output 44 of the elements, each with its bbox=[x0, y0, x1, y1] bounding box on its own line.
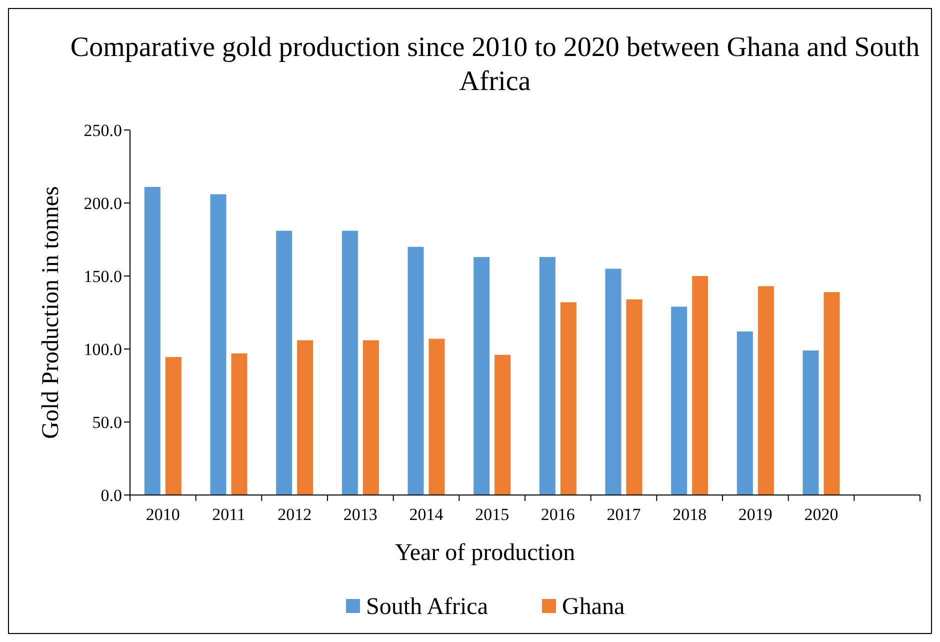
y-axis-title: Gold Production in tonnes bbox=[38, 186, 64, 439]
x-tick-label: 2018 bbox=[672, 505, 707, 524]
x-tick-label: 2012 bbox=[278, 505, 312, 524]
x-axis-title: Year of production bbox=[394, 540, 576, 566]
x-tick-label: 2017 bbox=[606, 505, 642, 524]
bar bbox=[605, 268, 622, 495]
y-tick-label: 0.0 bbox=[100, 486, 122, 505]
x-tick-label: 2010 bbox=[146, 505, 180, 524]
bar bbox=[692, 276, 708, 495]
bar bbox=[494, 354, 511, 495]
bar bbox=[165, 357, 182, 495]
bar bbox=[408, 246, 424, 495]
y-tick-label: 50.0 bbox=[92, 412, 122, 432]
bar bbox=[671, 306, 688, 495]
x-tick-label: 2015 bbox=[475, 505, 510, 524]
y-tick-label: 250.0 bbox=[84, 120, 122, 140]
bar bbox=[297, 340, 314, 495]
chart-title: Comparative gold production since 2010 to 2020 between Ghana and South Africa bbox=[70, 32, 920, 97]
y-tick-label: 100.0 bbox=[84, 340, 122, 359]
bar bbox=[736, 331, 753, 495]
y-tick-label: 200.0 bbox=[84, 194, 122, 213]
legend-label: Ghana bbox=[562, 594, 625, 620]
x-tick-label: 2014 bbox=[409, 505, 444, 524]
bar bbox=[626, 299, 642, 495]
bar bbox=[231, 353, 248, 495]
bar bbox=[474, 257, 490, 495]
bar bbox=[144, 186, 160, 495]
bar bbox=[342, 230, 358, 495]
bar bbox=[539, 257, 556, 495]
legend-label: South Africa bbox=[366, 594, 488, 620]
bar bbox=[560, 302, 576, 495]
bar bbox=[758, 286, 774, 495]
bar bbox=[802, 350, 819, 495]
y-tick-label: 150.0 bbox=[84, 266, 122, 286]
bar bbox=[210, 194, 226, 495]
x-tick-label: 2020 bbox=[804, 505, 838, 524]
x-tick-label: 2011 bbox=[212, 505, 246, 524]
bar bbox=[362, 340, 379, 495]
bar bbox=[824, 292, 840, 495]
bar bbox=[428, 338, 445, 495]
x-tick-label: 2016 bbox=[540, 505, 575, 524]
x-tick-label: 2013 bbox=[343, 505, 378, 524]
x-tick-label: 2019 bbox=[738, 505, 772, 524]
bar bbox=[276, 230, 292, 495]
